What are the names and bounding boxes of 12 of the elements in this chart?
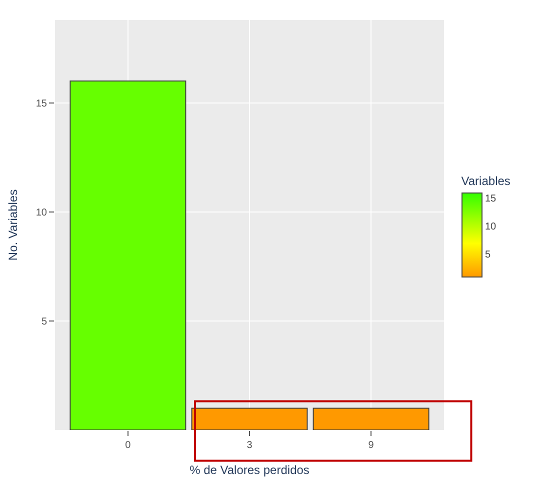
x-tick-label: 0: [125, 440, 132, 451]
y-tick-label: 10: [36, 207, 48, 218]
color-bar-label: 15: [485, 194, 497, 205]
color-bar-title: Variables: [461, 174, 510, 188]
x-axis-title: % de Valores perdidos: [190, 462, 310, 477]
color-bar-label: 10: [485, 222, 497, 233]
y-tick-label: 5: [41, 316, 48, 328]
x-tick-label: 3: [246, 440, 253, 451]
color-bar-label: 5: [485, 250, 491, 261]
x-tick-label: 9: [368, 440, 374, 451]
y-axis-title: No. Variables: [6, 189, 20, 261]
y-tick-label: 15: [36, 98, 48, 110]
